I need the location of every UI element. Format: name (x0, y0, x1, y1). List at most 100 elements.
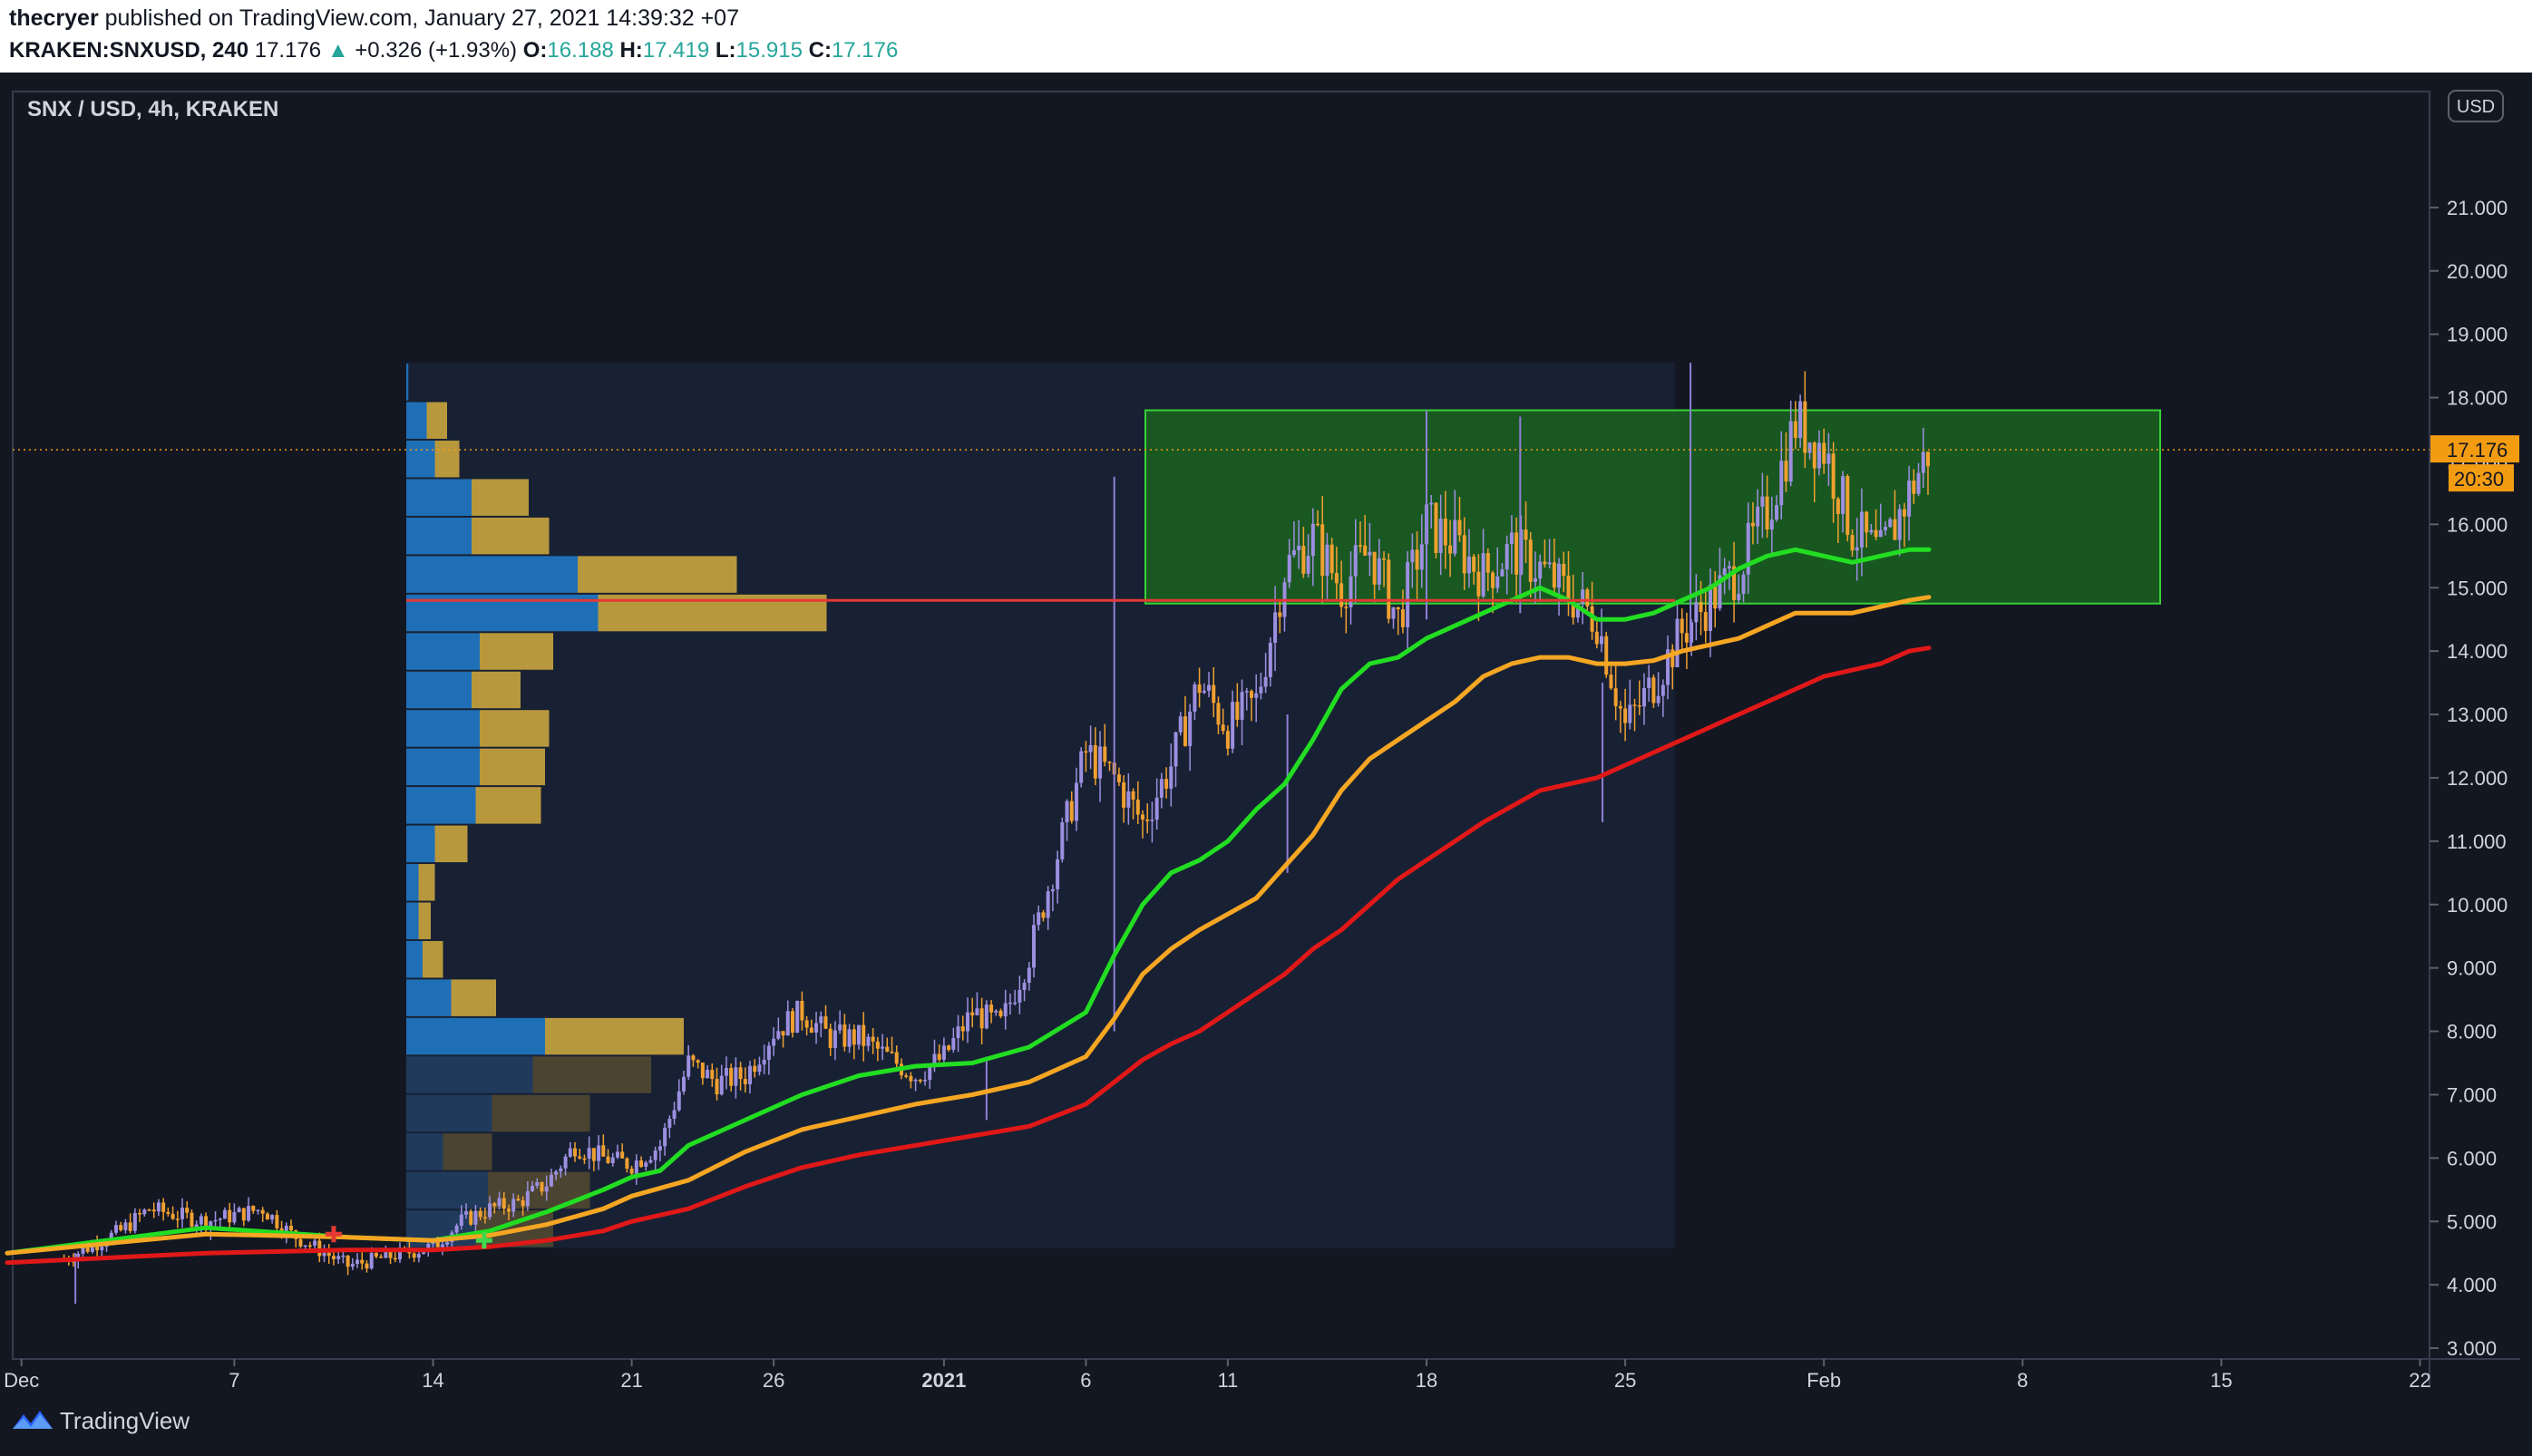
candle (862, 1012, 866, 1062)
candle (1888, 517, 1893, 529)
volume-profile-row-blue (406, 1171, 488, 1209)
moving-average-line (5, 645, 1932, 1266)
candle (142, 1208, 147, 1217)
chart-header: thecryer published on TradingView.com, J… (0, 0, 2532, 73)
candle (994, 1009, 998, 1016)
candle (1524, 501, 1528, 563)
candle (1387, 553, 1391, 624)
candle (1249, 689, 1253, 722)
candle (365, 1260, 369, 1273)
candle (601, 1134, 606, 1157)
candle (1060, 817, 1065, 863)
candle (1884, 520, 1888, 536)
candle (1670, 644, 1675, 690)
moving-average-line (5, 547, 1932, 1256)
candle (1756, 489, 1760, 544)
candle (1925, 451, 1930, 495)
candle (232, 1203, 237, 1225)
candle (355, 1253, 360, 1268)
candle (1013, 989, 1018, 1005)
candle (298, 1238, 303, 1248)
candle (928, 1064, 932, 1090)
author-name[interactable]: thecryer (9, 5, 99, 31)
candle (823, 1005, 828, 1029)
volume-profile-row-blue (406, 864, 419, 901)
tradingview-logo-icon[interactable] (11, 1407, 54, 1434)
candle (1434, 502, 1438, 558)
candle (1084, 741, 1088, 772)
candle (1921, 427, 1925, 488)
candle (156, 1199, 161, 1217)
candle (881, 1034, 885, 1061)
candle (672, 1102, 677, 1125)
candle (1562, 551, 1566, 592)
price-tick-label: 18.000 (2447, 387, 2508, 410)
candle (1197, 667, 1202, 708)
candle (1169, 743, 1173, 807)
volume-profile-row-blue (406, 479, 472, 516)
candle (1069, 791, 1074, 824)
candle (1623, 688, 1628, 742)
candle (1183, 695, 1187, 747)
candle (1803, 371, 1807, 469)
price-tick-label: 6.000 (2447, 1147, 2497, 1170)
low-label: L: (715, 38, 736, 63)
candle (374, 1251, 378, 1259)
candle (1495, 547, 1500, 593)
candle (190, 1209, 194, 1231)
candle (506, 1204, 511, 1220)
price-axis[interactable]: 3.000 4.000 5.000 6.000 7.000 8.000 9.000 10.00… (2430, 197, 2519, 1360)
candle (1713, 570, 1718, 628)
candle (81, 1247, 85, 1258)
volume-profile-row-blue (406, 979, 452, 1016)
candle (1320, 495, 1325, 603)
candle (473, 1205, 478, 1235)
candle (573, 1141, 577, 1162)
candle (511, 1193, 516, 1218)
candle (1878, 503, 1883, 538)
candle (170, 1206, 175, 1220)
candle (1235, 683, 1240, 727)
candle (228, 1202, 232, 1230)
time-tick-label: 22 (2409, 1369, 2430, 1387)
candle (241, 1208, 246, 1227)
candle (1074, 767, 1078, 831)
candle (923, 1071, 928, 1086)
candle (984, 1000, 988, 1030)
candle (597, 1135, 601, 1170)
candle (544, 1175, 549, 1201)
candle (256, 1208, 260, 1215)
price-chart[interactable]: 3.000 4.000 5.000 6.000 7.000 8.000 9.000 10.00… (0, 73, 2532, 1387)
candle (1027, 962, 1031, 991)
candle (677, 1079, 681, 1112)
candle (531, 1180, 535, 1192)
candle (1050, 884, 1055, 912)
candle (937, 1043, 941, 1063)
price-tick-label: 16.000 (2447, 513, 2508, 536)
currency-button[interactable]: USD (2448, 90, 2504, 122)
candle (180, 1198, 185, 1228)
time-tick-label: 2021 (921, 1369, 966, 1387)
candle (1647, 665, 1651, 703)
candle (1675, 599, 1680, 668)
candle (1836, 497, 1840, 543)
candle (459, 1205, 463, 1230)
candle (587, 1136, 591, 1170)
footer-brand[interactable]: TradingView (60, 1407, 190, 1434)
candle (1164, 767, 1169, 799)
candle (1382, 551, 1387, 587)
candle (681, 1071, 686, 1095)
candle (1306, 534, 1310, 578)
candle (1244, 687, 1249, 711)
candle (1339, 560, 1344, 617)
candle (1254, 674, 1259, 723)
candle (890, 1036, 894, 1054)
candle (1145, 803, 1150, 834)
candle (700, 1063, 705, 1085)
candle (866, 1033, 871, 1052)
candle (1746, 502, 1750, 594)
candle (1581, 572, 1585, 625)
candle (833, 1021, 837, 1061)
time-axis[interactable]: Dec 7 14 21 26 2021 6 11 18 25 Feb 8 15 22 (4, 1359, 2431, 1387)
time-tick-label: 6 (1080, 1369, 1091, 1387)
